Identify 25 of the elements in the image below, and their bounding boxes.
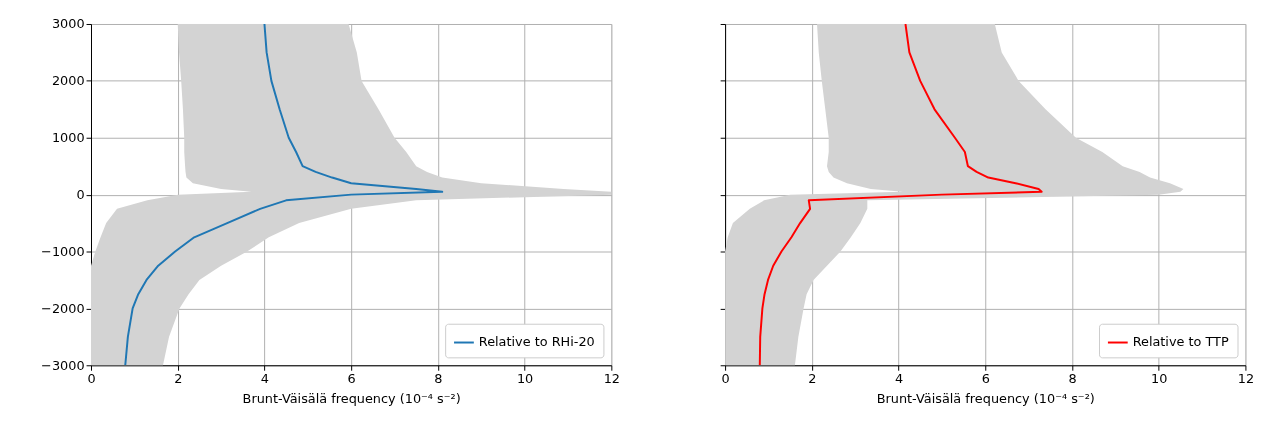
x-tick-label: 6: [347, 370, 356, 386]
y-tick-label: −3000: [41, 357, 85, 373]
x-tick-label: 8: [434, 370, 443, 386]
y-tick-label: 0: [76, 187, 85, 203]
x-tick-label: 2: [808, 370, 817, 386]
x-tick-label: 2: [174, 370, 183, 386]
x-tick-label: 8: [1068, 370, 1077, 386]
x-tick-label: 12: [603, 370, 620, 386]
y-tick-label: 2000: [51, 73, 85, 89]
y-tick-label: −1000: [41, 243, 85, 259]
x-axis-title: Brunt-Väisälä frequency (10⁻⁴ s⁻²): [242, 391, 461, 407]
x-tick-label: 0: [721, 370, 730, 386]
legend-label: Relative to RHi-20: [478, 334, 595, 350]
x-tick-label: 0: [87, 370, 96, 386]
x-axis-title: Brunt-Väisälä frequency (10⁻⁴ s⁻²): [876, 391, 1095, 407]
y-tick-label: 3000: [51, 16, 85, 32]
y-tick-label: 1000: [51, 130, 85, 146]
x-tick-label: 6: [981, 370, 990, 386]
y-tick-label: −2000: [41, 300, 85, 316]
x-tick-label: 12: [1237, 370, 1255, 386]
x-tick-label: 4: [894, 370, 904, 386]
x-tick-label: 10: [516, 370, 534, 386]
x-tick-label: 10: [1151, 370, 1168, 386]
x-tick-label: 4: [260, 370, 270, 386]
legend-label: Relative to TTP: [1132, 334, 1229, 350]
